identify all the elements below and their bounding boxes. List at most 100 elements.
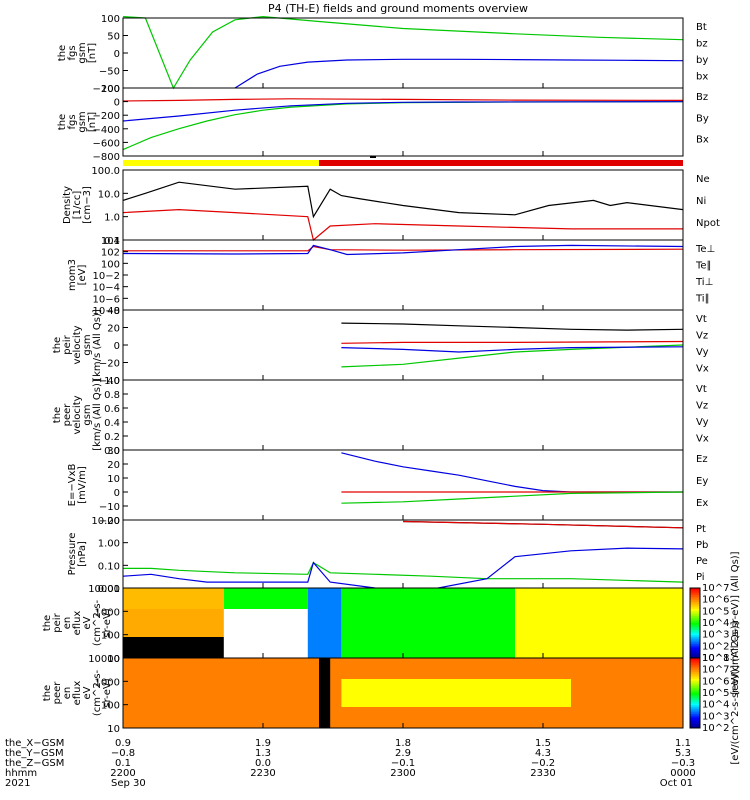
panel-1: Bt bz by bx 100 50 0 −50 −100 thefgsgsm[nT] — [57, 14, 708, 95]
colorbar-segment — [690, 602, 700, 605]
spectrogram-region — [223, 588, 308, 609]
y-axis-label-line: E=−VxB — [67, 464, 78, 507]
y-axis-label-line: the — [57, 114, 68, 130]
colorbar-segment — [690, 626, 700, 629]
y-axis-label-line: eV — [82, 686, 93, 699]
spectrogram-region — [123, 588, 224, 609]
y-tick-label: 50 — [107, 32, 120, 43]
footer-value: 0.0 — [255, 758, 271, 769]
y-tick-label: 10−6 — [93, 294, 120, 305]
colorbar-segment — [690, 589, 700, 592]
series-line-bz — [122, 98, 684, 102]
mode-bar-slow-survey — [123, 160, 319, 166]
y-axis-label-line: sr-eV) — [102, 608, 113, 637]
y-tick-label: 10 — [107, 474, 120, 485]
y-tick-label: −50 — [99, 67, 120, 78]
spectrogram-region — [307, 588, 342, 658]
panel-3: Ne Ni Npot 100.0 10.0 1.0 0.1 Density[1/cc][cm−… — [62, 166, 720, 247]
colorbar-segment — [690, 693, 700, 696]
y-axis-label: Density[1/cc][cm−3] — [62, 186, 93, 224]
colorbar-segment — [690, 617, 700, 620]
colorbar-segment — [690, 719, 700, 722]
y-axis-label-line: fgs — [67, 114, 78, 129]
y-tick-label: 10000 — [88, 654, 120, 665]
legend-entry: Ti⊥ — [695, 277, 713, 288]
y-axis-label-line: gsm — [77, 42, 88, 63]
y-tick-label: 0.8 — [104, 390, 120, 401]
y-tick-label: 104 — [101, 236, 120, 247]
colorbar-segment — [690, 596, 700, 599]
y-tick-label: 30 — [107, 446, 120, 457]
y-tick-label: 0.6 — [104, 404, 120, 415]
y-axis-label-line: [1/cc] — [72, 191, 83, 220]
y-tick-label: 40 — [107, 306, 120, 317]
y-axis-label-line: peer — [52, 681, 63, 705]
colorbar-segment — [690, 715, 700, 718]
colorbar-segment — [690, 593, 700, 596]
colorbar-tick-label: 10^2 — [702, 723, 729, 734]
colorbar-segment — [690, 680, 700, 683]
y-tick-label: 20 — [107, 460, 120, 471]
legend-entry: Npot — [696, 218, 720, 229]
series-line-te — [123, 245, 684, 252]
colorbar-frame — [689, 657, 701, 729]
spectrogram-region — [341, 679, 571, 707]
legend-entry: Bt — [696, 22, 707, 33]
footer-value: 2230 — [250, 768, 275, 779]
legend-entry: Vx — [696, 434, 709, 445]
y-tick-label: 10.00 — [91, 516, 120, 527]
colorbar-segment — [690, 724, 700, 727]
legend-entry: Vz — [696, 331, 708, 342]
colorbar-segment — [690, 619, 700, 622]
colorbar-segment — [690, 682, 700, 685]
series-line-by — [122, 101, 684, 151]
footer-value: 1.8 — [395, 738, 411, 749]
legend-entry: Ne — [696, 174, 710, 185]
series-line-pb — [402, 520, 684, 529]
series-line-vx — [341, 346, 684, 353]
y-tick-label: 0.4 — [104, 418, 120, 429]
y-tick-label: 10−2 — [93, 271, 120, 282]
y-tick-label: −40 — [99, 376, 120, 387]
y-tick-label: −10 — [99, 502, 120, 513]
series-line-ey — [341, 491, 684, 504]
series-line-bx — [234, 58, 684, 89]
y-axis-label-line: the — [52, 337, 63, 353]
legend-entry: Pt — [696, 524, 706, 535]
colorbar-segment — [690, 623, 700, 626]
colorbar-segment — [690, 631, 700, 634]
legend-entry: By — [696, 113, 709, 124]
colorbar-segment — [690, 707, 700, 710]
panels: Btbzbybx100500−50−100thefgsgsm[nT]BzByBx… — [42, 14, 741, 765]
y-axis-label-line: peer — [62, 403, 73, 427]
footer-value: 1.5 — [535, 738, 551, 749]
colorbar-segment — [690, 605, 700, 608]
y-axis-label: thepeerenefluxeV(cm^2-s-sr-eV) — [42, 669, 113, 716]
y-axis-label-line: (cm^2-s- — [92, 669, 103, 716]
colorbar-segment — [690, 654, 700, 657]
chart-title: P4 (TH-E) fields and ground moments over… — [268, 2, 528, 15]
y-axis-label-line: [eV] — [77, 265, 88, 286]
colorbar-segment — [690, 710, 700, 713]
y-tick-label: 0.10 — [98, 561, 120, 572]
colorbar-tick-label: 10^6 — [702, 595, 729, 606]
legend-entry: Bx — [696, 135, 709, 146]
y-tick-label: 1.0 — [104, 213, 120, 224]
footer-value: 5.3 — [675, 748, 691, 759]
y-tick-label: 10 — [107, 654, 120, 665]
panel-2: Bz By Bx 200 0 −200 −400 −600 −800 thefgsgsm[nT] — [57, 84, 709, 163]
panel-frame — [122, 379, 684, 451]
colorbar-segment — [690, 638, 700, 641]
series-line-bx — [122, 101, 684, 122]
y-axis-label-line: the — [42, 615, 53, 631]
colorbar-tick-label: 10^7 — [702, 583, 729, 594]
y-tick-label: −20 — [99, 359, 120, 370]
colorbar-tick-label: 10^1 — [702, 653, 729, 664]
series-line-pe — [123, 561, 684, 583]
colorbar-segment — [690, 686, 700, 689]
y-tick-label: 1.0 — [104, 376, 120, 387]
y-tick-label: 10 — [107, 724, 120, 735]
colorbar-segment — [690, 687, 700, 690]
y-axis-label-line: fgs — [67, 45, 78, 60]
